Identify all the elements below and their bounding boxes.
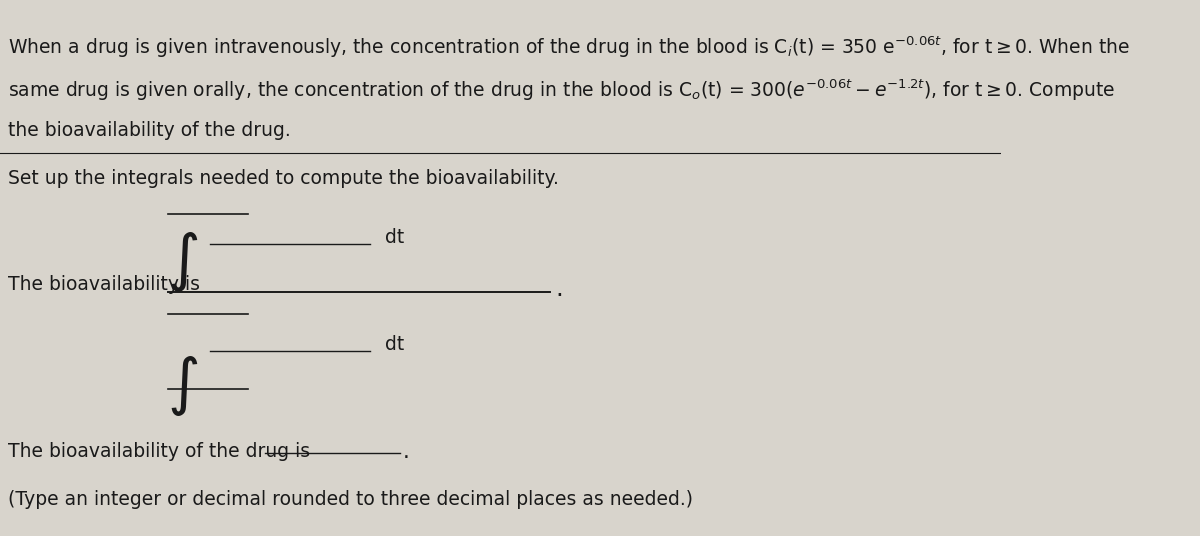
Text: dt: dt: [385, 228, 404, 247]
Text: .: .: [402, 442, 409, 462]
Text: .: .: [556, 278, 563, 301]
Text: The bioavailability of the drug is: The bioavailability of the drug is: [8, 442, 310, 461]
Text: dt: dt: [385, 335, 404, 354]
Text: (Type an integer or decimal rounded to three decimal places as needed.): (Type an integer or decimal rounded to t…: [8, 490, 694, 509]
Text: $\int$: $\int$: [167, 354, 198, 418]
Text: Set up the integrals needed to compute the bioavailability.: Set up the integrals needed to compute t…: [8, 169, 559, 188]
Text: same drug is given orally, the concentration of the drug in the blood is C$_o$(t: same drug is given orally, the concentra…: [8, 78, 1115, 103]
Text: When a drug is given intravenously, the concentration of the drug in the blood i: When a drug is given intravenously, the …: [8, 35, 1130, 61]
Text: The bioavailability is: The bioavailability is: [8, 274, 200, 294]
Text: $\int$: $\int$: [167, 230, 198, 294]
Text: the bioavailability of the drug.: the bioavailability of the drug.: [8, 121, 290, 139]
